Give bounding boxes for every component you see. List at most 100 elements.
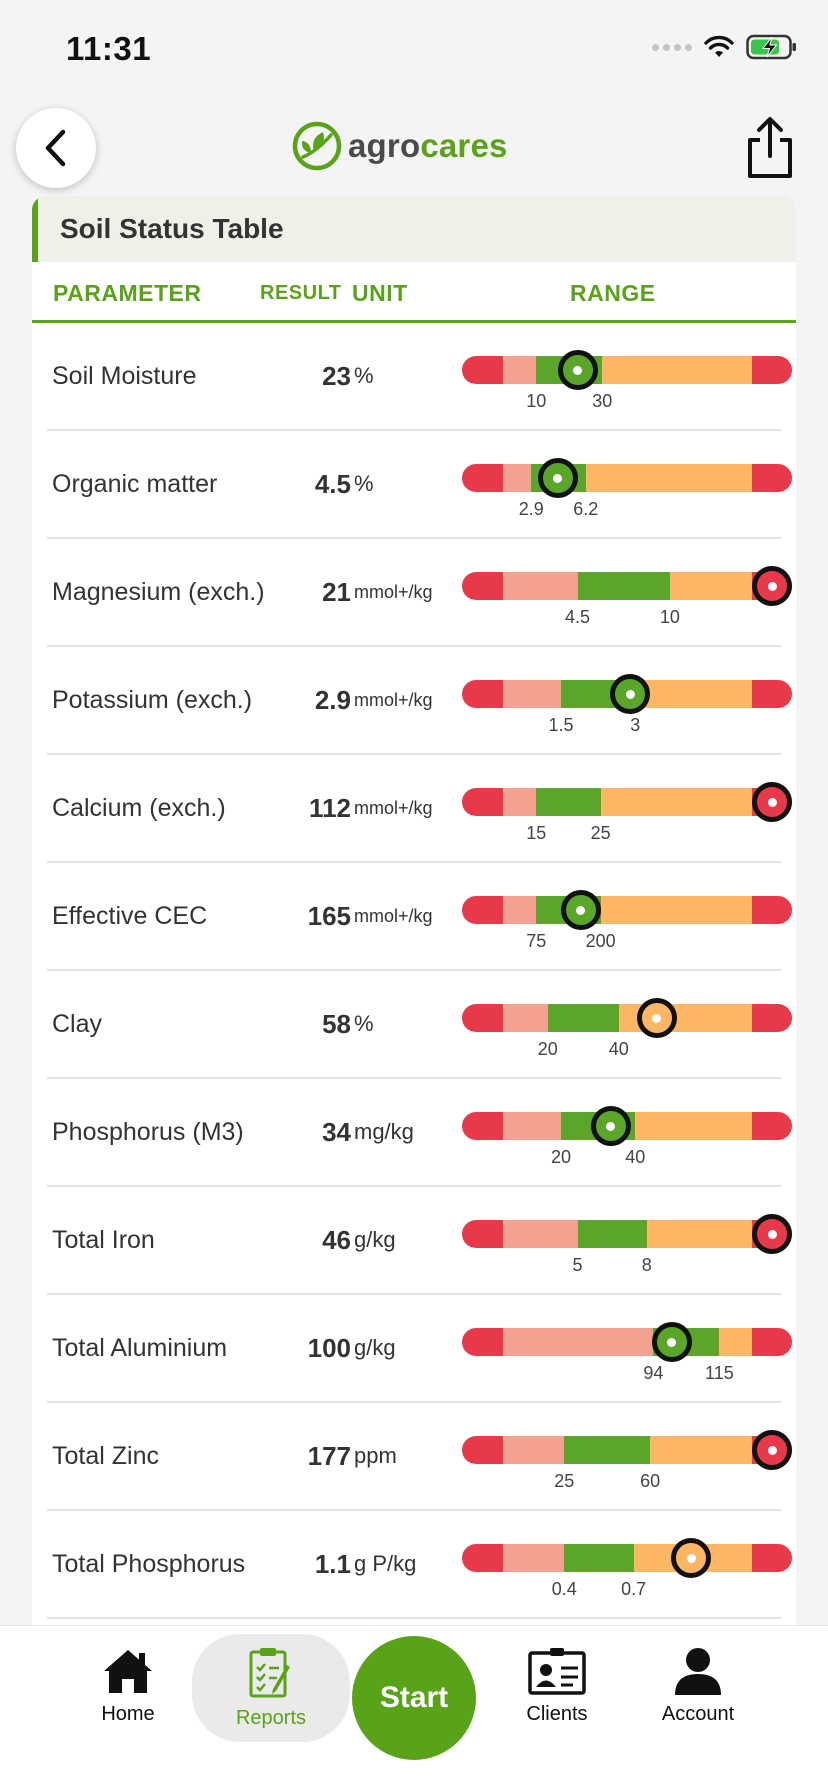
very-high-segment: [752, 1328, 792, 1356]
table-row[interactable]: Total Phosphorus 1.1 g P/kg 0.4 0.7: [47, 1511, 792, 1619]
range-high-label: 30: [592, 391, 613, 411]
back-button[interactable]: [16, 108, 96, 188]
table-row[interactable]: Total Zinc 177 ppm 25 60: [47, 1403, 793, 1511]
result-value: 34: [322, 1116, 351, 1147]
result-value: 165: [307, 900, 351, 931]
very-low-segment: [462, 680, 504, 708]
range-low-label: 1.5: [548, 715, 574, 735]
tab-home[interactable]: Home: [78, 1626, 178, 1746]
range-bar: [462, 1544, 792, 1572]
value-marker: [671, 1538, 712, 1578]
value-marker: [752, 782, 793, 822]
range-high-label: 10: [659, 607, 680, 627]
table-row[interactable]: Soil Moisture 23% 10 30: [47, 323, 792, 431]
result-value: 4.5: [314, 468, 351, 499]
very-low-segment: [462, 1004, 504, 1032]
tab-reports-label: Reports: [235, 1706, 307, 1729]
leaf-logo-icon: [292, 121, 342, 171]
range-high-label: 3: [630, 715, 641, 735]
high-segment: [600, 788, 753, 816]
status-bar: 11:31: [0, 0, 828, 100]
share-icon: [748, 117, 792, 178]
table-row[interactable]: Organic matter 4.5% 2.9 6.2: [47, 431, 792, 539]
very-high-segment: [752, 1004, 792, 1032]
result-value: 112: [309, 792, 351, 823]
table-row[interactable]: Calcium (exch.) 112 mmol+/kg 15 25: [47, 755, 793, 863]
value-marker: [636, 998, 677, 1038]
unit-label: mg/kg: [354, 1119, 414, 1144]
result-value: 100: [307, 1332, 351, 1363]
tab-clients-label: Clients: [526, 1702, 588, 1725]
very-low-segment: [462, 1436, 504, 1464]
value-marker: [537, 458, 578, 498]
range-indicator: 0.4 0.7: [462, 1511, 792, 1617]
low-segment: [503, 1112, 561, 1140]
range-indicator: 25 60: [462, 1403, 793, 1509]
start-button[interactable]: Start: [352, 1636, 476, 1760]
range-low-label: 20: [537, 1039, 558, 1059]
high-segment: [719, 1328, 753, 1356]
table-row[interactable]: Clay 58% 20 40: [47, 971, 792, 1079]
range-indicator: 20 40: [462, 1079, 792, 1185]
result-value: 46: [322, 1224, 351, 1255]
unit-label: %: [354, 1011, 374, 1036]
unit-label: mmol+/kg: [354, 797, 433, 818]
section-title: Soil Status Table: [32, 196, 796, 262]
optimal-segment: [564, 1436, 651, 1464]
unit-label: g/kg: [354, 1335, 396, 1360]
home-icon: [104, 1649, 152, 1693]
high-segment: [585, 464, 753, 492]
contact-card-icon: [528, 1647, 586, 1695]
chevron-left-icon: [45, 129, 66, 167]
range-high-label: 6.2: [573, 499, 599, 519]
unit-label: %: [354, 471, 374, 496]
parameter-name: Total Phosphorus: [52, 1550, 246, 1578]
result-value: 177: [307, 1440, 351, 1471]
app-header: agrocares: [0, 100, 828, 196]
low-segment: [503, 1544, 565, 1572]
range-bar: [462, 572, 792, 600]
result-value: 23: [322, 360, 351, 391]
share-button[interactable]: [742, 116, 798, 180]
very-low-segment: [462, 572, 504, 600]
range-low-label: 0.4: [551, 1579, 577, 1599]
unit-label: ppm: [354, 1443, 397, 1468]
table-row[interactable]: Effective CEC 165 mmol+/kg 75 200: [47, 863, 792, 971]
value-marker: [590, 1106, 631, 1146]
tab-account[interactable]: Account: [648, 1626, 748, 1746]
value-marker: [651, 1322, 692, 1362]
value-marker: [752, 1430, 793, 1470]
low-segment: [503, 572, 578, 600]
reports-icon: [249, 1647, 290, 1697]
range-bar: [462, 1220, 792, 1248]
table-row[interactable]: Total Iron 46 g/kg 5 8: [47, 1187, 793, 1295]
value-marker: [560, 890, 601, 930]
very-high-segment: [752, 896, 792, 924]
tab-clients[interactable]: Clients: [507, 1626, 607, 1746]
range-low-label: 2.9: [518, 499, 544, 519]
range-low-label: 5: [572, 1255, 583, 1275]
column-header-range: RANGE: [570, 280, 656, 306]
tab-reports[interactable]: Reports: [192, 1634, 350, 1742]
range-indicator: 20 40: [462, 971, 792, 1077]
table-row[interactable]: Total Aluminium 100 g/kg 94 115: [47, 1295, 792, 1403]
very-low-segment: [462, 464, 504, 492]
table-row[interactable]: Phosphorus (M3) 34 mg/kg 20 40: [47, 1079, 792, 1187]
optimal-segment: [564, 1544, 634, 1572]
value-marker: [557, 350, 598, 390]
high-segment: [602, 356, 753, 384]
table-row[interactable]: Potassium (exch.) 2.9 mmol+/kg 1.5 3: [47, 647, 792, 755]
very-low-segment: [462, 1544, 504, 1572]
very-low-segment: [462, 356, 504, 384]
table-row[interactable]: Magnesium (exch.) 21 mmol+/kg 4.5 10: [47, 539, 793, 647]
unit-label: mmol+/kg: [354, 905, 433, 926]
value-marker: [610, 674, 651, 714]
parameter-name: Total Zinc: [52, 1442, 159, 1470]
very-high-segment: [752, 1112, 792, 1140]
column-header-unit: UNIT: [352, 280, 408, 306]
unit-label: g P/kg: [354, 1551, 417, 1576]
very-low-segment: [462, 1112, 504, 1140]
range-high-label: 200: [585, 931, 616, 951]
parameter-name: Phosphorus (M3): [52, 1118, 244, 1146]
optimal-segment: [577, 1220, 647, 1248]
